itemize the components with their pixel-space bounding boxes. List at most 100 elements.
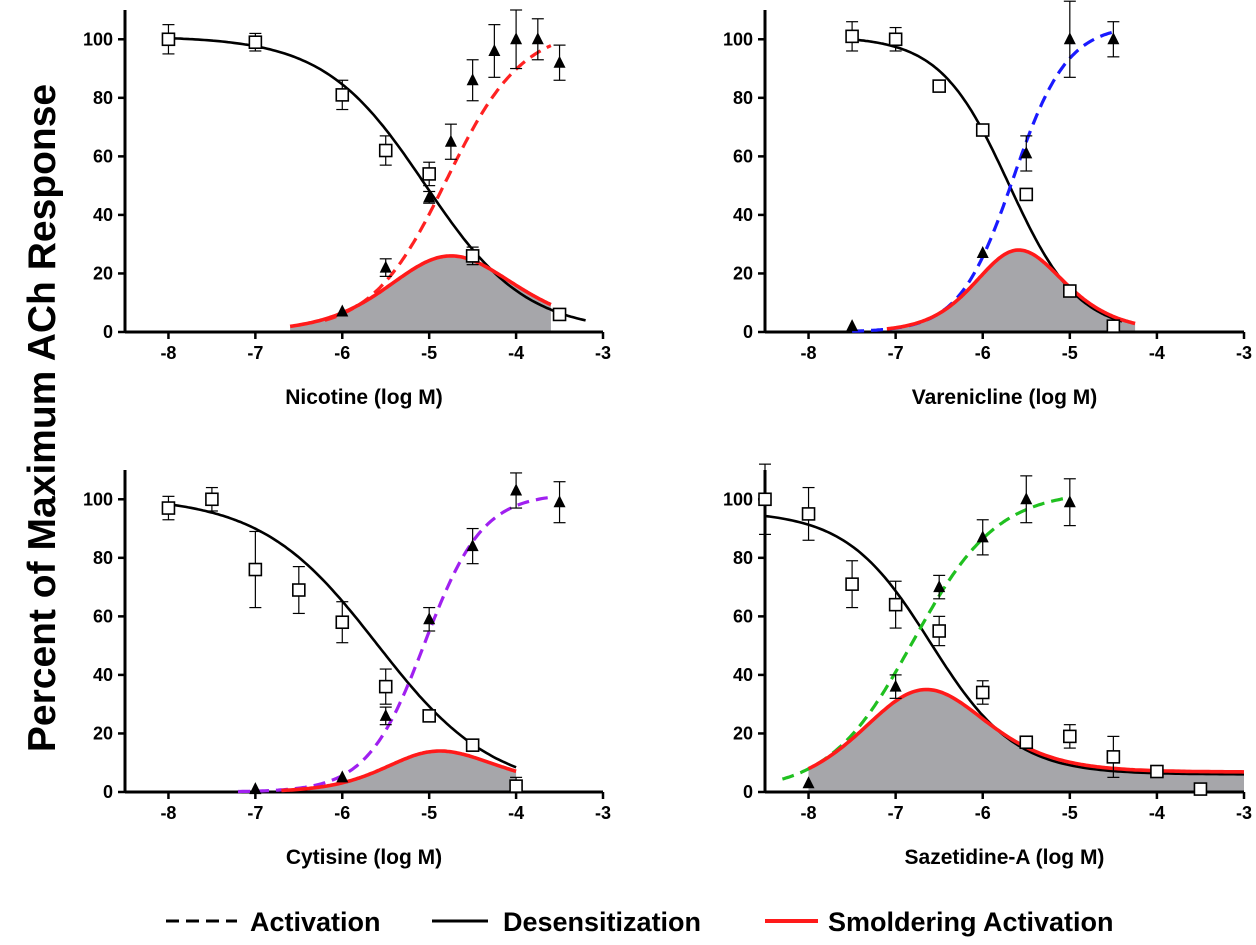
desensitization-point <box>932 624 946 638</box>
y-tick-label: 80 <box>93 548 113 568</box>
y-tick-label: 80 <box>93 88 113 108</box>
x-tick-label: -5 <box>421 803 437 823</box>
activation-point <box>423 612 436 625</box>
desensitization-point <box>465 738 480 752</box>
desensitization-point <box>205 492 219 507</box>
y-tick-label: 40 <box>733 665 753 685</box>
desensitization-point <box>975 123 990 137</box>
x-tick-label: -7 <box>247 803 263 823</box>
desensitization-curve <box>851 38 1123 323</box>
activation-point <box>553 55 566 68</box>
y-tick-label: 0 <box>103 322 113 342</box>
desensitization-point <box>509 779 523 793</box>
y-tick-label: 0 <box>743 782 753 802</box>
desensitization-point <box>422 709 436 723</box>
smoldering-curve <box>281 749 517 793</box>
desensitization-point <box>758 492 772 507</box>
desensitization-point <box>335 615 350 630</box>
activation-point <box>1020 146 1033 159</box>
x-tick-label: -6 <box>975 343 991 363</box>
x-tick-label: -4 <box>1149 343 1165 363</box>
activation-point <box>466 539 479 552</box>
y-tick-label: 100 <box>723 29 753 49</box>
activation-point <box>889 679 902 692</box>
desensitization-point <box>888 32 903 47</box>
desensitization-point <box>1106 750 1121 764</box>
x-axis-title: Cytisine (log M) <box>286 846 442 869</box>
desensitization-point <box>248 35 263 50</box>
activation-point <box>933 580 946 593</box>
desensitization-point <box>465 249 480 263</box>
x-axis-title: Nicotine (log M) <box>285 386 442 409</box>
desensitization-point <box>248 562 263 577</box>
y-tick-label: 100 <box>723 489 753 509</box>
x-tick-label: -3 <box>595 803 611 823</box>
desensitization-point <box>845 29 859 44</box>
desensitization-point <box>552 307 567 322</box>
desensitization-point <box>378 143 393 158</box>
desensitization-point <box>1019 735 1034 750</box>
y-tick-label: 20 <box>733 723 753 743</box>
x-tick-label: -4 <box>508 803 524 823</box>
activation-point <box>510 32 523 45</box>
activation-point <box>510 483 523 496</box>
y-tick-label: 0 <box>103 782 113 802</box>
y-tick-label: 100 <box>83 29 113 49</box>
y-tick-label: 20 <box>93 723 113 743</box>
activation-point <box>379 708 392 721</box>
desensitization-point <box>1019 187 1034 202</box>
activation-point <box>976 530 989 543</box>
x-tick-label: -7 <box>888 343 904 363</box>
x-tick-label: -3 <box>1236 803 1252 823</box>
activation-point <box>336 770 349 783</box>
desensitization-point <box>975 685 990 700</box>
x-tick-label: -5 <box>421 343 437 363</box>
desensitization-point <box>292 583 306 597</box>
activation-point <box>1063 32 1076 45</box>
desensitization-point <box>335 88 350 102</box>
y-tick-label: 40 <box>733 205 753 225</box>
panel-cytisine: -8 -7 -6 -5 -4 -3 0 20 40 60 80 100 Cytisine (log M) <box>83 470 611 869</box>
panel-sazetidine-a: -8 -7 -6 -5 -4 -3 0 20 40 60 80 100 Sazetidine-A (lo… <box>723 463 1252 869</box>
desensitization-curve <box>168 36 586 322</box>
x-tick-label: -4 <box>508 343 524 363</box>
y-tick-label: 80 <box>733 548 753 568</box>
activation-point <box>531 32 544 45</box>
activation-point <box>1063 495 1076 508</box>
activation-point <box>488 43 501 56</box>
x-axis-title: Sazetidine-A (log M) <box>905 846 1105 869</box>
desensitization-point <box>161 501 176 515</box>
smoldering-area <box>281 751 517 792</box>
activation-curve <box>781 496 1071 781</box>
x-tick-label: -6 <box>334 803 350 823</box>
legend: Activation Desensitization Smoldering Ac… <box>166 907 1114 937</box>
x-tick-label: -7 <box>888 803 904 823</box>
desensitization-point <box>378 679 393 694</box>
legend-activation-label: Activation <box>250 907 381 937</box>
y-tick-label: 100 <box>83 489 113 509</box>
y-tick-label: 20 <box>93 263 113 283</box>
y-tick-label: 80 <box>733 88 753 108</box>
smoldering-curve <box>289 254 552 329</box>
desensitization-point <box>888 597 903 612</box>
activation-point <box>249 782 262 795</box>
y-tick-label: 40 <box>93 205 113 225</box>
panel-nicotine: -8 -7 -6 -5 -4 -3 0 20 40 60 80 100 Nicotine (log M) <box>83 9 611 409</box>
smoldering-curve <box>886 248 1136 331</box>
activation-point <box>976 245 989 258</box>
x-tick-label: -6 <box>975 803 991 823</box>
activation-point <box>553 495 566 508</box>
x-axis-title: Varenicline (log M) <box>912 386 1098 409</box>
x-tick-label: -6 <box>334 343 350 363</box>
x-tick-label: -3 <box>595 343 611 363</box>
y-tick-label: 40 <box>93 665 113 685</box>
smoldering-area <box>808 689 1244 792</box>
activation-point <box>1107 32 1120 45</box>
y-tick-label: 20 <box>733 263 753 283</box>
desensitization-point <box>1063 284 1077 298</box>
activation-point <box>379 260 392 273</box>
desensitization-point <box>161 32 176 47</box>
legend-desensitization-label: Desensitization <box>503 907 701 937</box>
desensitization-point <box>801 507 816 521</box>
